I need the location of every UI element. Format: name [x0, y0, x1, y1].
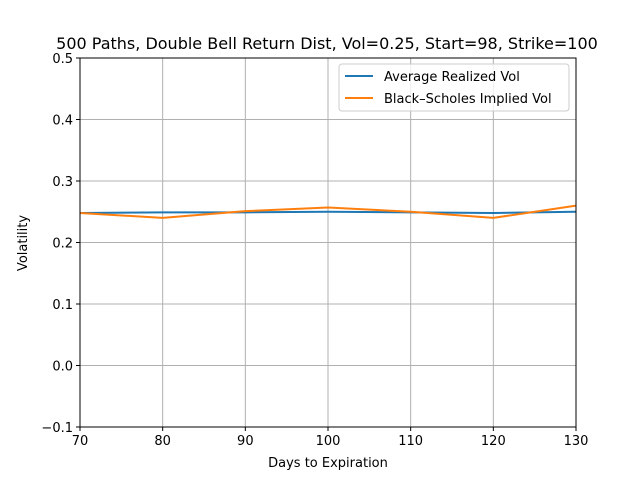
x-tick-label: 100 [316, 434, 341, 449]
y-tick-label: 0.0 [52, 360, 73, 375]
x-axis-label: Days to Expiration [268, 456, 388, 471]
legend: Average Realized Vol Black–Scholes Impli… [338, 63, 570, 112]
axis-ticks: 70 80 90 100 110 120 130 −0.1 0.0 0.1 0.2 0.3 0.4 0.5 [41, 52, 588, 449]
x-tick-label: 120 [481, 434, 506, 449]
y-tick-label: 0.4 [52, 114, 73, 129]
x-tick-label: 130 [564, 434, 589, 449]
x-tick-label: 90 [237, 434, 254, 449]
legend-box [338, 63, 570, 112]
y-tick-label: 0.1 [52, 298, 73, 313]
y-tick-label: 0.2 [52, 237, 73, 252]
grid [79, 57, 577, 428]
legend-label-average-realized-vol: Average Realized Vol [384, 70, 520, 85]
y-tick-label: 0.3 [52, 175, 73, 190]
legend-label-black-scholes-implied-vol: Black–Scholes Implied Vol [384, 92, 552, 107]
chart-title: 500 Paths, Double Bell Return Dist, Vol=… [56, 34, 598, 53]
x-tick-label: 70 [72, 434, 89, 449]
y-tick-label: −0.1 [41, 421, 73, 436]
x-tick-label: 80 [154, 434, 171, 449]
y-tick-label: 0.5 [52, 52, 73, 67]
x-tick-label: 110 [398, 434, 423, 449]
y-axis-label: Volatility [16, 215, 31, 271]
